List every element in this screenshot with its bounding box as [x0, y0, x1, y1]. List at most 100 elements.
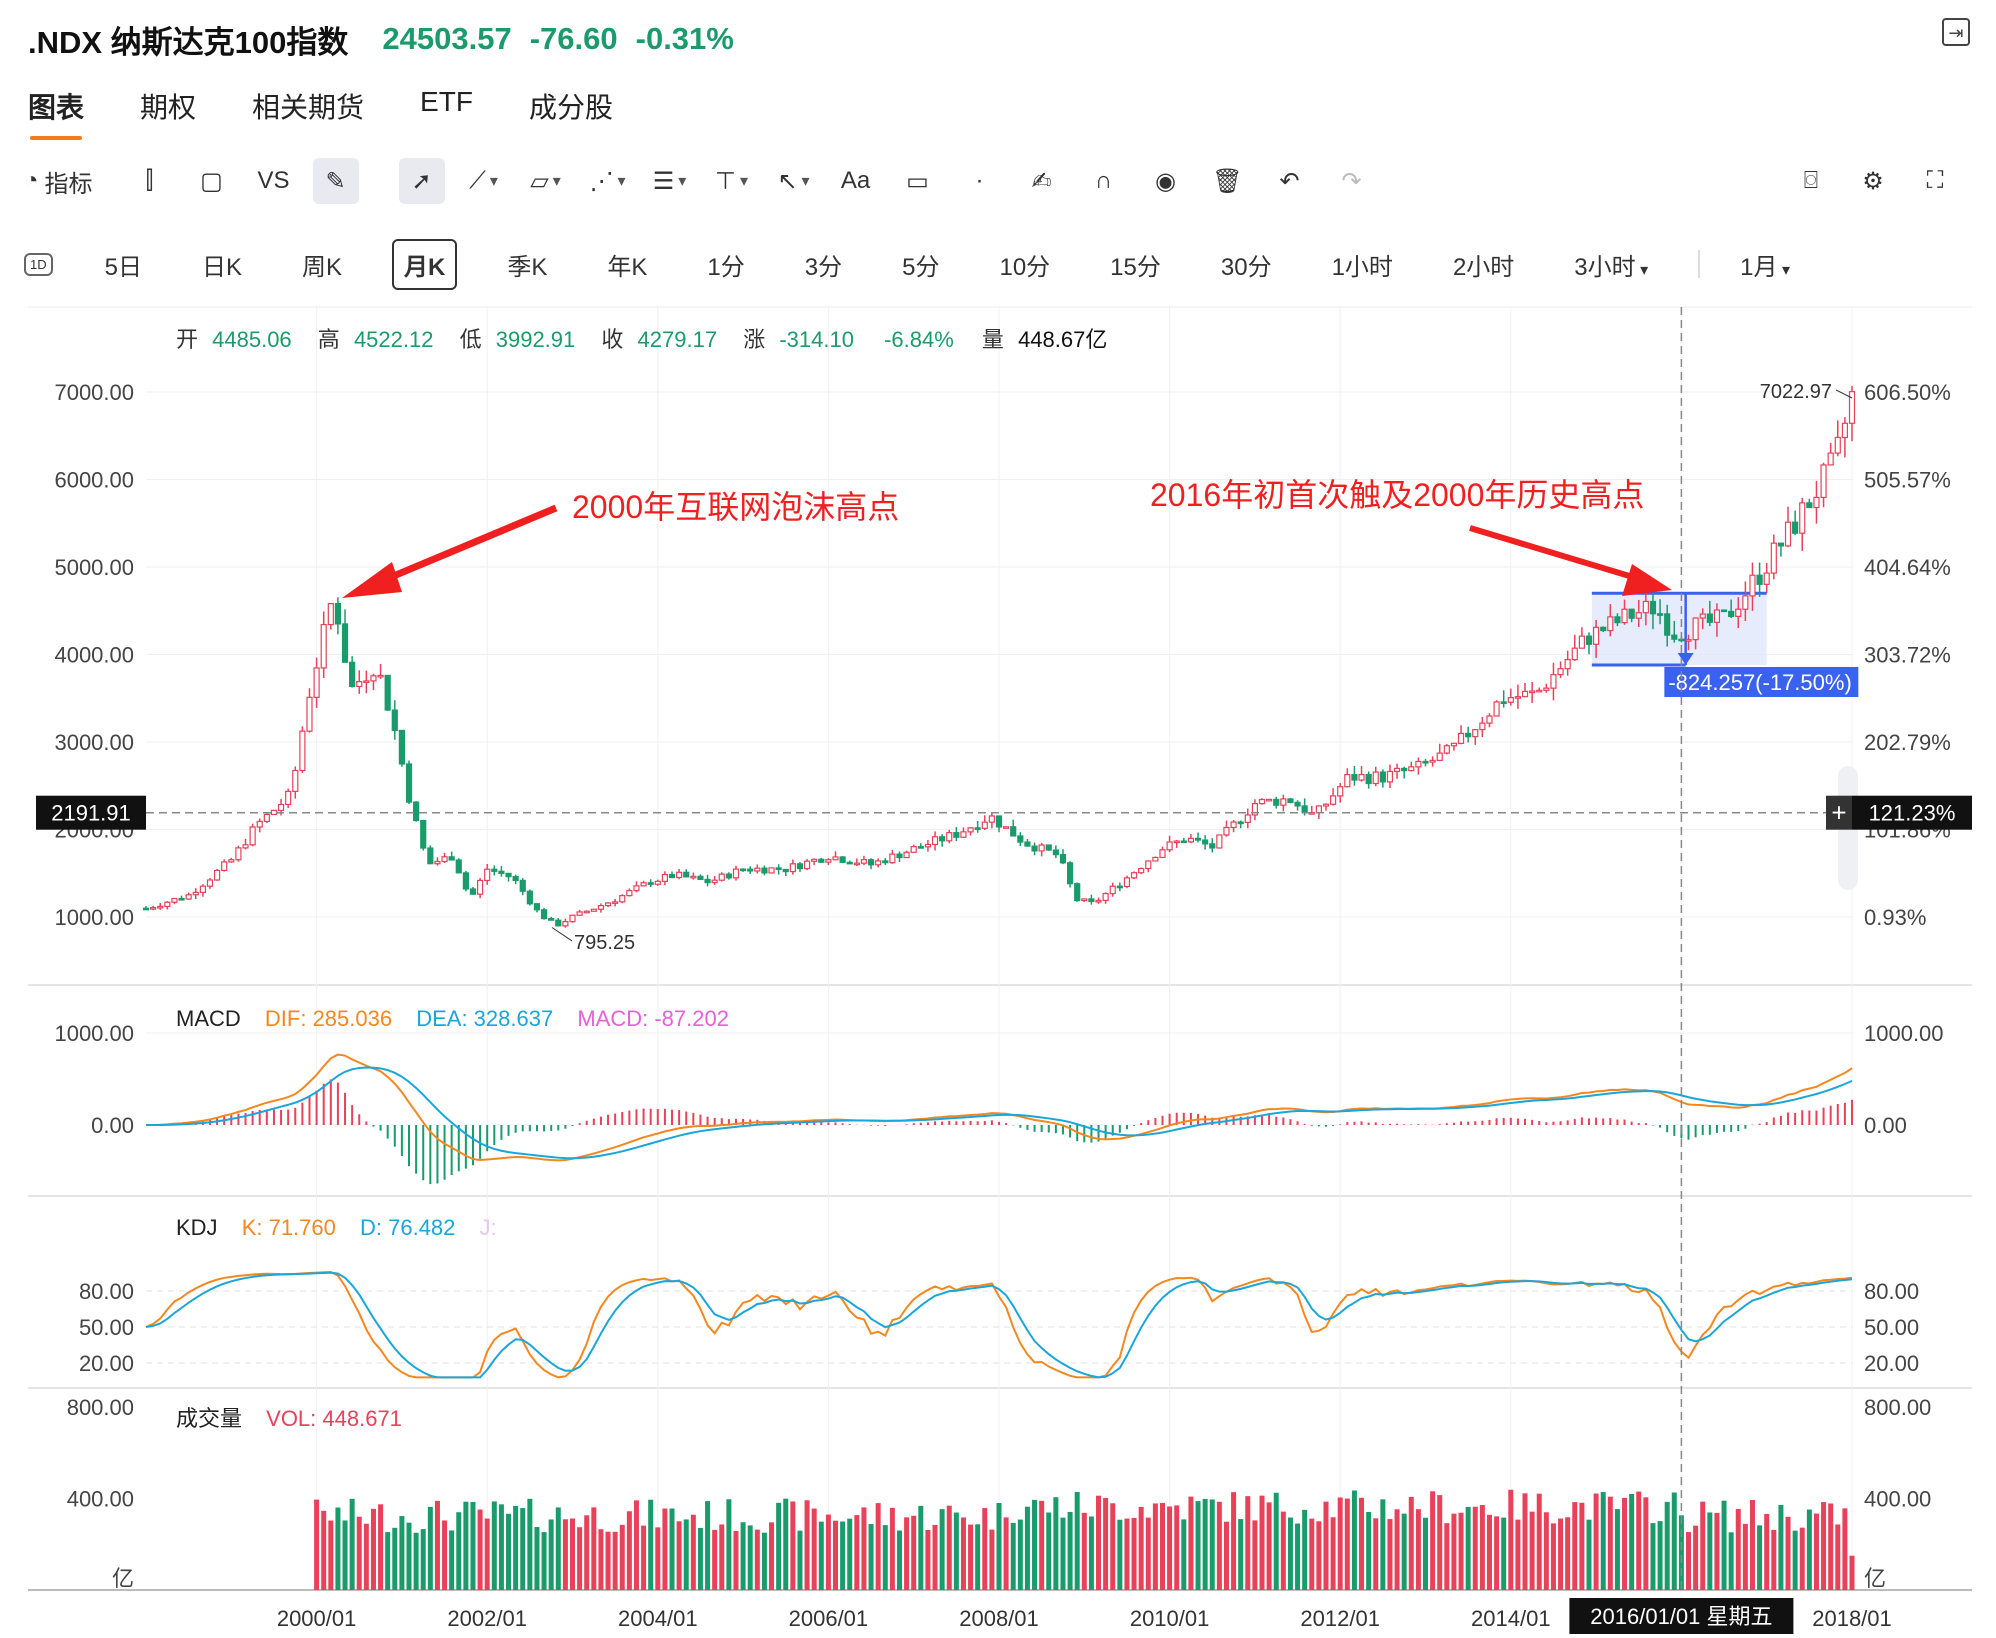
undo-icon[interactable]: ↶: [1279, 167, 1300, 195]
period-10m[interactable]: 10分: [999, 253, 1051, 281]
text-icon[interactable]: Aa: [840, 167, 871, 194]
period-2h[interactable]: 2小时: [1452, 253, 1515, 281]
low-value: 3992.91: [496, 327, 576, 352]
period-15m[interactable]: 15分: [1110, 253, 1161, 281]
volume-bar: [641, 1525, 647, 1590]
dea-label: DEA: 328.637: [416, 1006, 553, 1031]
period-month[interactable]: 月K: [392, 238, 458, 290]
candle-body: [974, 827, 981, 830]
period-1month[interactable]: 1月: [1730, 241, 1800, 288]
candle-body: [1550, 674, 1557, 689]
collapse-panel-icon[interactable]: ⇥: [1942, 18, 1970, 46]
candle-body: [1202, 839, 1209, 845]
high-mark-label: 7022.97: [1760, 381, 1832, 403]
volume-bar: [1408, 1496, 1414, 1590]
candle-body: [676, 871, 683, 879]
compare-button[interactable]: VS: [257, 167, 290, 194]
volume-bar: [790, 1501, 796, 1590]
dot-icon[interactable]: ·: [975, 167, 984, 194]
volume-bar: [818, 1521, 824, 1590]
volume-bar: [513, 1505, 519, 1590]
redo-icon[interactable]: ↷: [1341, 167, 1362, 195]
trash-icon[interactable]: 🗑: [1212, 167, 1243, 195]
cursor-icon[interactable]: ➚: [398, 158, 445, 204]
period-1m[interactable]: 1分: [707, 253, 745, 281]
tab-chart[interactable]: 图表: [28, 86, 84, 140]
eye-icon[interactable]: ◉: [1155, 167, 1176, 195]
candle-body: [1045, 844, 1052, 851]
candle-body: [967, 827, 974, 833]
period-3m[interactable]: 3分: [804, 253, 843, 281]
measure-icon[interactable]: ⊤: [709, 158, 755, 204]
volume-bar: [1252, 1520, 1258, 1590]
candle-body: [519, 879, 526, 892]
volume-bar: [1074, 1492, 1080, 1590]
volume-bar: [1479, 1505, 1485, 1590]
candle-body: [1777, 542, 1785, 547]
candle-body: [1372, 771, 1379, 785]
volume-bar: [1643, 1497, 1649, 1590]
line-icon[interactable]: ⟋: [461, 158, 507, 204]
kdj-tick-label: 80.00: [1864, 1279, 1919, 1304]
volume-bar: [1430, 1491, 1436, 1590]
volume-bar: [392, 1527, 398, 1590]
period-5d[interactable]: 5日: [104, 253, 142, 281]
tab-options[interactable]: 期权: [140, 92, 197, 123]
period-5m[interactable]: 5分: [902, 253, 940, 281]
candlestick-icon[interactable]: ⫿: [145, 167, 154, 194]
annotations: 7022.97 795.25 2000年互联网泡沫高点 2016年初首次触及2000年…: [342, 381, 1853, 954]
pattern-icon[interactable]: ⋰: [585, 158, 631, 204]
tab-etf[interactable]: ETF: [420, 86, 473, 117]
comment-icon[interactable]: ▭: [906, 167, 929, 195]
period-1h[interactable]: 1小时: [1331, 253, 1393, 281]
candle-body: [277, 803, 285, 811]
change-label: 涨: [743, 327, 765, 352]
magnet-icon[interactable]: ∩: [1094, 167, 1113, 194]
fullscreen-icon[interactable]: ⛶: [1926, 167, 1944, 194]
square-icon[interactable]: ▢: [200, 167, 223, 195]
candle-body: [1365, 773, 1372, 785]
macd-tick-label: 1000.00: [54, 1021, 134, 1046]
volume-bar: [1259, 1495, 1265, 1590]
close-label: 收: [601, 327, 623, 352]
price-tick-label: 5000.00: [54, 555, 134, 580]
crosshair-plus-icon: +: [1831, 798, 1846, 828]
volume-bar: [1678, 1515, 1684, 1590]
measure-box[interactable]: -824.257(-17.50%): [1591, 591, 1859, 697]
pen-icon[interactable]: ✎: [312, 158, 359, 204]
crosshair-plus-bg: [1826, 795, 1852, 830]
candle-body: [1287, 798, 1294, 803]
brush-icon[interactable]: ✍: [1031, 167, 1052, 195]
candle-body: [612, 901, 619, 904]
period-1d[interactable]: 1D: [24, 252, 53, 276]
candle-body: [1792, 521, 1799, 534]
candle-body: [661, 873, 669, 882]
camera-icon[interactable]: ⌼: [1803, 167, 1819, 194]
tab-constituents[interactable]: 成分股: [528, 92, 613, 123]
period-3h[interactable]: 3小时: [1564, 241, 1658, 288]
indicator-button[interactable]: ◔ 指标: [24, 167, 93, 198]
candle-body: [1585, 635, 1593, 645]
tab-futures[interactable]: 相关期货: [252, 92, 365, 123]
time-tick-label: 2008/01: [959, 1606, 1039, 1631]
candle-body: [1614, 616, 1621, 624]
period-week[interactable]: 周K: [302, 253, 343, 281]
price-tick-label: 3000.00: [54, 730, 134, 755]
volume-bar: [1010, 1522, 1016, 1590]
rect-shape-icon[interactable]: ▱: [523, 158, 569, 204]
arrow-icon[interactable]: ↖: [771, 158, 817, 204]
k-label: K: 71.760: [242, 1215, 336, 1240]
candle-body: [1571, 647, 1578, 661]
period-day[interactable]: 日K: [201, 253, 242, 281]
fib-icon[interactable]: ☰: [647, 158, 693, 204]
volume-bar: [1764, 1513, 1770, 1590]
period-quarter[interactable]: 季K: [507, 253, 548, 281]
candle-body: [363, 680, 370, 684]
volume-bar: [1387, 1519, 1393, 1590]
period-30m[interactable]: 30分: [1220, 253, 1272, 281]
gear-icon[interactable]: ⚙: [1862, 167, 1884, 195]
period-year[interactable]: 年K: [607, 253, 648, 281]
candle-body: [171, 897, 178, 903]
candle-body: [1521, 690, 1529, 698]
